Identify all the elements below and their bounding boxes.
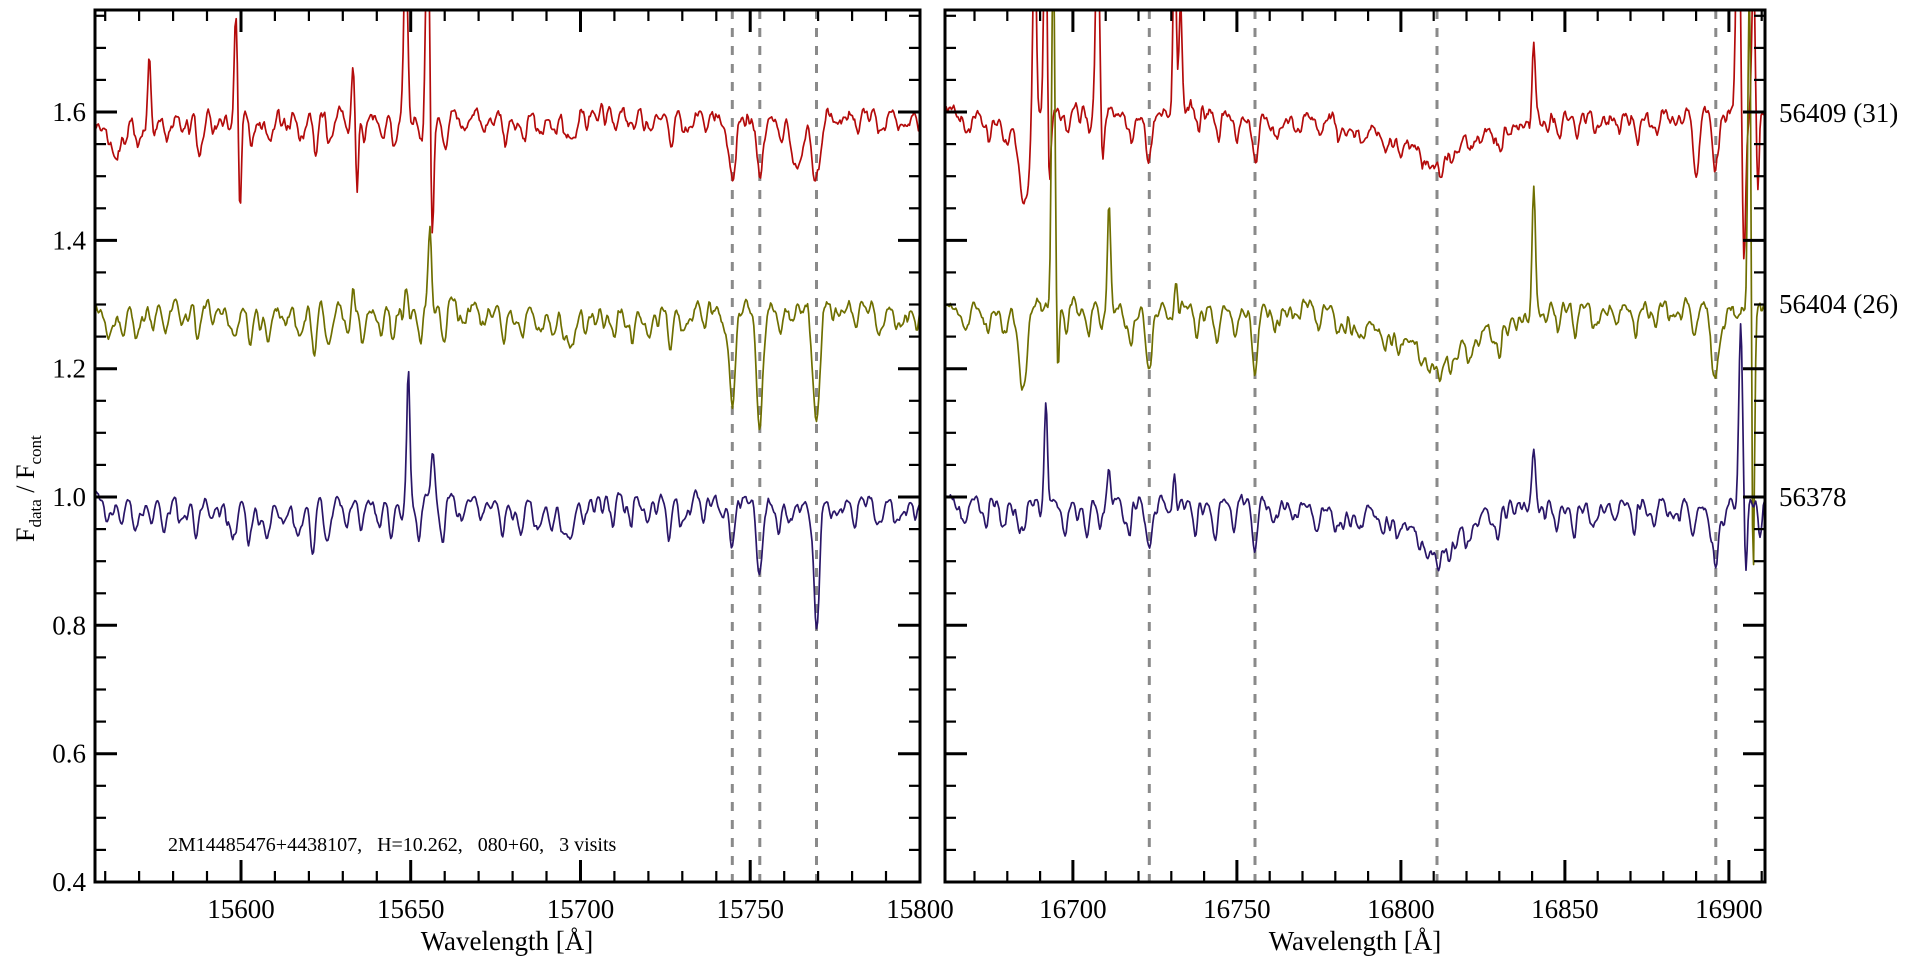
spectrum-visit-56378-left-panel	[95, 370, 920, 630]
y-tick-label-1.0: 1.0	[52, 482, 86, 512]
x-tick-label-16850: 16850	[1531, 894, 1599, 924]
x-tick-label-15800: 15800	[886, 894, 954, 924]
y-axis-title-sub-data: data	[26, 499, 45, 528]
y-tick-label-0.8: 0.8	[52, 610, 86, 640]
x-axis-title-left: Wavelength [Å]	[421, 926, 594, 956]
target-annotation: 2M14485476+4438107, H=10.262, 080+60, 3 …	[168, 834, 617, 856]
y-tick-label-0.4: 0.4	[52, 867, 86, 897]
x-tick-label-16900: 16900	[1695, 894, 1763, 924]
y-tick-label-0.6: 0.6	[52, 739, 86, 769]
spectrum-visit-56409-right-panel	[945, 10, 1765, 260]
spectrum-visit-56378-right-panel	[945, 322, 1765, 572]
left-panel-frame	[93, 8, 922, 884]
y-axis-title-sub-cont: cont	[26, 435, 45, 465]
x-axis-title-right: Wavelength [Å]	[1269, 926, 1442, 956]
y-axis-title: Fdata / Fcont	[11, 435, 45, 542]
spectrum-visit-56404-left-panel	[95, 225, 920, 431]
y-axis-title-F: F	[11, 528, 40, 542]
x-tick-label-15600: 15600	[207, 894, 275, 924]
spectrum-visit-56409-left-panel	[95, 10, 920, 234]
y-tick-label-1.6: 1.6	[52, 97, 86, 127]
spectrum-visit-56404-right-panel	[945, 10, 1765, 566]
series-label-visit-56409: 56409 (31)	[1779, 98, 1898, 128]
y-tick-label-1.4: 1.4	[52, 225, 86, 255]
series-label-visit-56404: 56404 (26)	[1779, 289, 1898, 319]
right-panel-frame	[943, 8, 1767, 884]
x-tick-label-16750: 16750	[1203, 894, 1271, 924]
x-tick-label-15650: 15650	[377, 894, 445, 924]
y-tick-label-1.2: 1.2	[52, 354, 86, 384]
x-tick-label-15700: 15700	[547, 894, 615, 924]
x-tick-label-15750: 15750	[716, 894, 784, 924]
series-label-visit-56378: 56378	[1779, 482, 1847, 512]
y-axis-title-mid: / F	[11, 465, 40, 500]
x-tick-label-16800: 16800	[1367, 894, 1435, 924]
x-tick-label-16700: 16700	[1039, 894, 1107, 924]
